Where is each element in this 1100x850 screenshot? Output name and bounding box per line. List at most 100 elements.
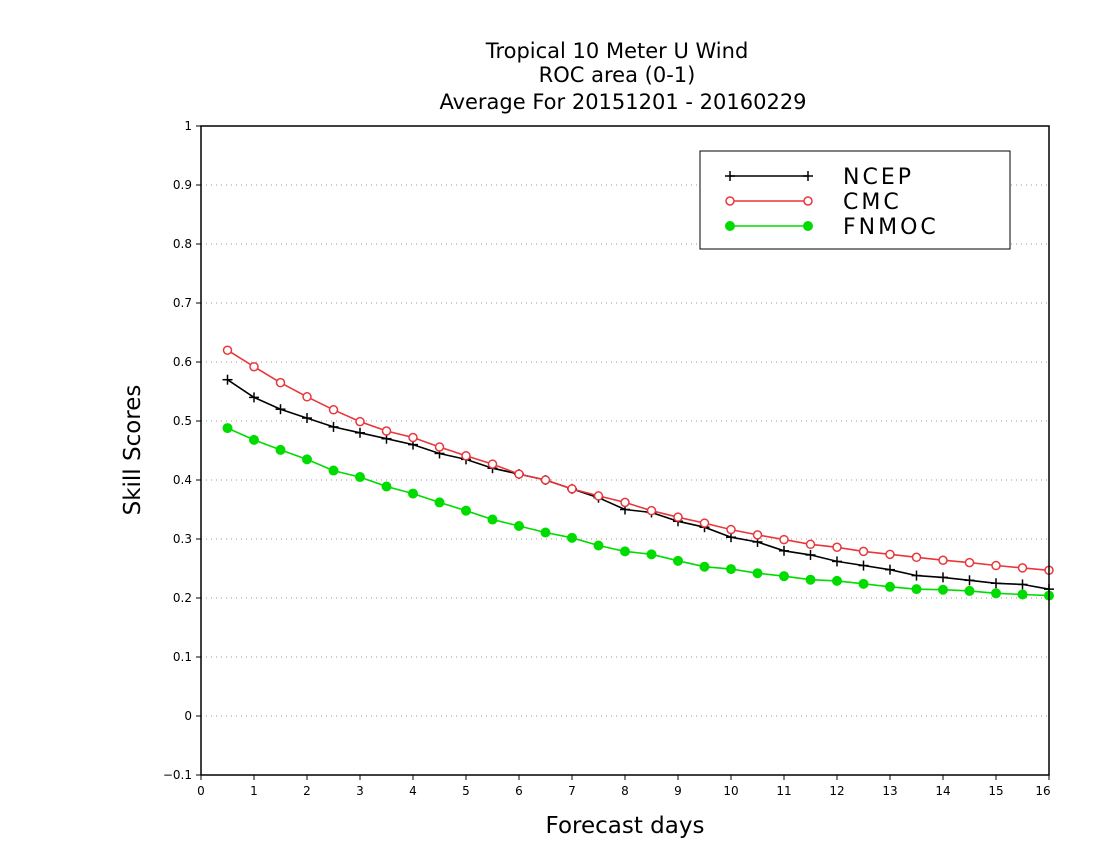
y-tick-label: 0.4 bbox=[173, 473, 192, 487]
fnmoc-point bbox=[1017, 589, 1028, 600]
fnmoc-point bbox=[752, 568, 763, 579]
cmc-point bbox=[699, 518, 710, 528]
fnmoc-point bbox=[222, 423, 233, 434]
fnmoc-point bbox=[938, 584, 948, 595]
cmc-line bbox=[227, 349, 1050, 572]
x-tick-label: 12 bbox=[829, 784, 844, 798]
y-tick-label: 0.3 bbox=[173, 532, 192, 546]
ncep-point bbox=[779, 545, 789, 556]
legend-label-fnmoc: FNMOC bbox=[843, 215, 939, 240]
legend-box bbox=[699, 150, 1011, 250]
y-tick-label: 0.8 bbox=[173, 237, 192, 251]
fnmoc-point bbox=[991, 588, 1001, 599]
cmc-point bbox=[858, 546, 869, 557]
x-tick-label: 7 bbox=[568, 784, 576, 798]
ncep-point bbox=[249, 392, 259, 403]
series-cmc bbox=[222, 345, 1054, 576]
cmc-point bbox=[408, 432, 418, 443]
ncep-point bbox=[832, 556, 842, 567]
x-tick-label: 8 bbox=[621, 784, 629, 798]
fnmoc-point bbox=[355, 472, 365, 483]
cmc-point bbox=[249, 361, 259, 372]
x-tick-label: 4 bbox=[409, 784, 417, 798]
fnmoc-point bbox=[885, 581, 895, 592]
chart-title: Tropical 10 Meter U Wind ROC area (0-1) … bbox=[439, 39, 806, 114]
cmc-point bbox=[355, 416, 365, 427]
x-tick-label: 2 bbox=[303, 784, 311, 798]
y-axis-title: Skill Scores bbox=[120, 385, 146, 516]
fnmoc-point bbox=[964, 585, 975, 596]
y-tick-label: −0.1 bbox=[163, 768, 192, 782]
cmc-point bbox=[620, 497, 630, 508]
cmc-point bbox=[911, 552, 922, 563]
ncep-point bbox=[964, 575, 975, 586]
legend-entry-fnmoc: FNMOC bbox=[725, 215, 939, 240]
ncep-point bbox=[805, 549, 816, 560]
cmc-point bbox=[832, 542, 842, 553]
cmc-point bbox=[222, 345, 233, 355]
legend-cmc-point bbox=[803, 196, 813, 206]
ncep-point bbox=[911, 570, 922, 581]
title-line-1: Tropical 10 Meter U Wind bbox=[485, 39, 749, 63]
fnmoc-point bbox=[858, 578, 869, 589]
series-ncep bbox=[222, 374, 1054, 595]
fnmoc-line bbox=[227, 427, 1050, 597]
cmc-point bbox=[964, 557, 975, 568]
y-tick-label: 0.9 bbox=[173, 178, 192, 192]
fnmoc-point bbox=[779, 571, 789, 582]
x-tick-label: 0 bbox=[197, 784, 205, 798]
x-tick-label: 9 bbox=[674, 784, 682, 798]
cmc-point bbox=[381, 426, 392, 436]
cmc-point bbox=[328, 405, 339, 415]
y-axis: −0.1 0 0.1 0.2 0.3 0.4 0.5 0.6 0.7 0.8 0.9 1 bbox=[163, 119, 201, 782]
ncep-point bbox=[275, 404, 286, 415]
cmc-point bbox=[540, 475, 551, 485]
x-tick-label: 15 bbox=[988, 784, 1003, 798]
x-tick-label: 14 bbox=[935, 784, 950, 798]
x-tick-label: 6 bbox=[515, 784, 523, 798]
cmc-point bbox=[779, 534, 789, 545]
x-axis-title: Forecast days bbox=[546, 813, 705, 839]
ncep-point bbox=[938, 572, 948, 583]
legend-label-ncep: NCEP bbox=[843, 165, 914, 190]
y-tick-label: 0.1 bbox=[173, 650, 192, 664]
fnmoc-point bbox=[593, 540, 604, 551]
ncep-point bbox=[991, 578, 1001, 589]
fnmoc-point bbox=[726, 564, 736, 575]
cmc-point bbox=[938, 555, 948, 565]
fnmoc-point bbox=[461, 505, 471, 516]
cmc-point bbox=[1017, 563, 1028, 573]
fnmoc-point bbox=[646, 549, 657, 560]
legend-label-cmc: CMC bbox=[843, 190, 902, 215]
fnmoc-point bbox=[620, 546, 630, 557]
cmc-point bbox=[567, 484, 577, 494]
y-tick-label: 0 bbox=[184, 709, 192, 723]
fnmoc-point bbox=[328, 465, 339, 476]
fnmoc-point bbox=[487, 514, 498, 525]
fnmoc-point bbox=[275, 444, 286, 455]
x-tick-label: 3 bbox=[356, 784, 364, 798]
cmc-point bbox=[275, 377, 286, 388]
legend-ncep-point bbox=[803, 171, 813, 181]
series-fnmoc bbox=[222, 423, 1054, 601]
x-axis: 0 1 2 3 4 5 6 7 8 9 10 11 12 13 14 15 16 bbox=[197, 775, 1051, 798]
ncep-point bbox=[1017, 579, 1028, 590]
legend-cmc-point bbox=[725, 196, 735, 206]
x-tick-label: 1 bbox=[250, 784, 258, 798]
fnmoc-point bbox=[673, 555, 683, 566]
gridlines bbox=[201, 184, 1049, 717]
ncep-point bbox=[328, 421, 339, 432]
cmc-point bbox=[514, 469, 524, 479]
cmc-point bbox=[487, 459, 498, 469]
x-tick-label: 11 bbox=[776, 784, 791, 798]
cmc-point bbox=[461, 451, 471, 461]
ncep-point bbox=[302, 413, 312, 424]
fnmoc-point bbox=[911, 584, 922, 595]
cmc-point bbox=[646, 505, 657, 516]
y-tick-label: 0.6 bbox=[173, 355, 192, 369]
cmc-point bbox=[752, 530, 763, 540]
ncep-line bbox=[227, 379, 1050, 590]
ncep-point bbox=[885, 564, 895, 575]
